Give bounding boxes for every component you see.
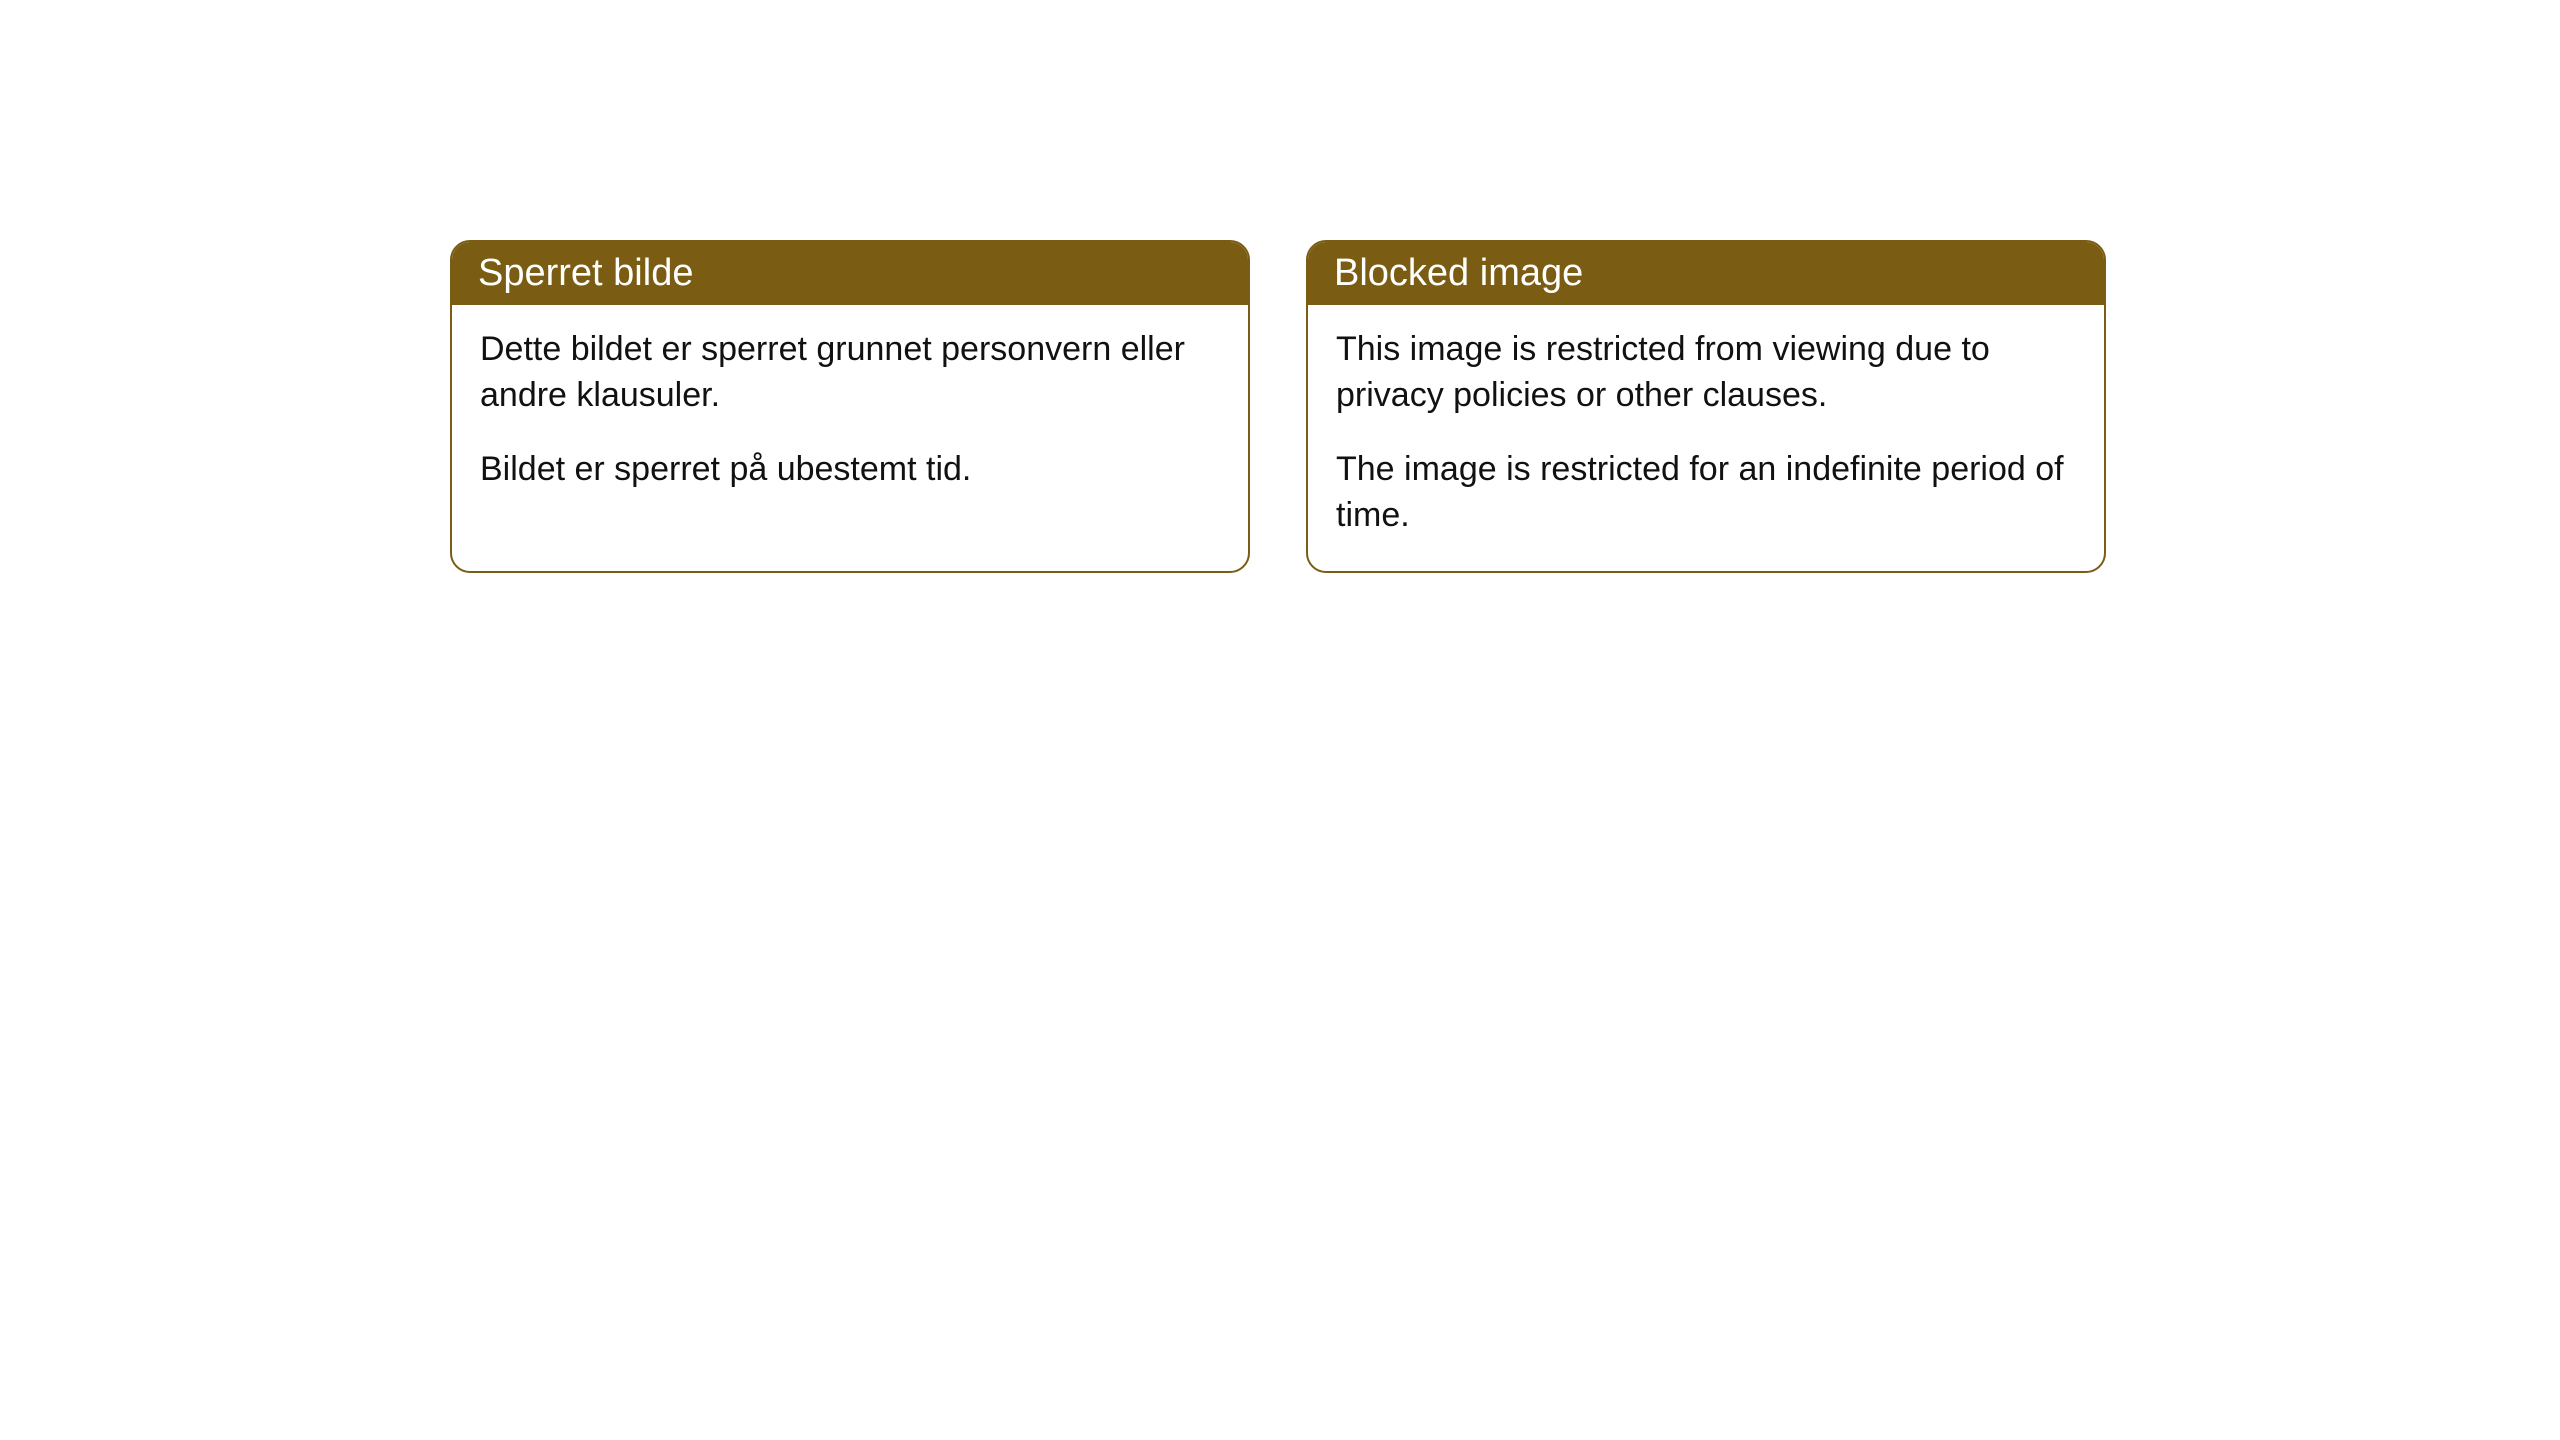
card-body: Dette bildet er sperret grunnet personve… [452, 305, 1248, 525]
card-paragraph: Bildet er sperret på ubestemt tid. [480, 447, 1220, 493]
notice-card-norwegian: Sperret bilde Dette bildet er sperret gr… [450, 240, 1250, 573]
notice-card-english: Blocked image This image is restricted f… [1306, 240, 2106, 573]
card-title: Sperret bilde [478, 252, 693, 294]
card-paragraph: The image is restricted for an indefinit… [1336, 447, 2076, 539]
card-header: Sperret bilde [452, 242, 1248, 305]
notice-cards-container: Sperret bilde Dette bildet er sperret gr… [450, 240, 2560, 573]
card-title: Blocked image [1334, 252, 1583, 294]
card-header: Blocked image [1308, 242, 2104, 305]
card-body: This image is restricted from viewing du… [1308, 305, 2104, 571]
card-paragraph: Dette bildet er sperret grunnet personve… [480, 327, 1220, 419]
card-paragraph: This image is restricted from viewing du… [1336, 327, 2076, 419]
